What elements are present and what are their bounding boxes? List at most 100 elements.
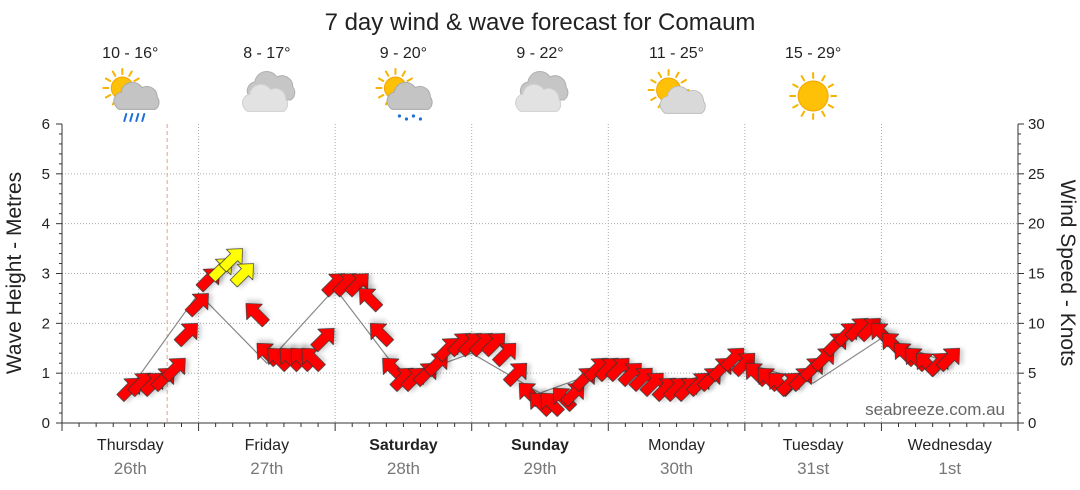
x-day-date-label: 27th [250,459,283,478]
rain-drop [411,114,416,118]
y-right-tick-label: 30 [1028,116,1045,133]
wind-arrow [245,303,270,328]
cloud-shape [659,85,706,114]
wind-arrow-shape [502,362,528,388]
sun-ray [680,79,687,84]
wind-arrow-shape [344,273,369,298]
y-right-tick-label: 20 [1028,216,1045,233]
wind-arrow [218,248,243,273]
cloud-path [242,83,289,112]
sun-ray [800,75,806,82]
temperature-range: 10 - 16° [102,45,158,62]
wind-arrow-shape [161,357,186,383]
wind-arrow-shape [173,323,198,348]
wind-arrow-shape [481,333,506,358]
sun-disc [797,80,829,112]
y-left-tick-label: 1 [42,365,50,382]
partly-cloudy-icon [647,69,706,114]
cloud-shape [242,83,289,112]
y-axis-left-label: Wave Height - Metres [3,172,26,374]
wind-arrow [492,342,517,368]
wind-arrow [173,323,198,348]
wind-arrow [540,392,565,417]
x-day-name-label: Tuesday [783,437,844,454]
rain-drop [141,113,146,122]
x-day-date-label: 31st [797,459,829,478]
wind-arrow [502,362,528,388]
x-day-name-label: Thursday [97,437,164,454]
wave-line [129,287,950,394]
sun-ray [650,79,657,84]
x-day-date-label: 30th [660,459,693,478]
wind-arrow-shape [184,293,209,318]
x-day-date-label: 28th [387,459,420,478]
rain-drop [123,113,128,122]
sun-ray [657,71,663,79]
sun-ray [128,70,133,77]
y-right-tick-label: 5 [1028,365,1036,382]
y-left-tick-label: 0 [42,415,50,432]
wind-arrow [369,323,395,348]
wind-arrow [184,293,209,318]
cloud-shape [386,81,433,110]
y-axis-right-label: Wind Speed - Knots [1056,180,1079,367]
rain-drop [135,113,140,122]
wind-arrow-shape [492,342,517,368]
wind-arrow [935,347,960,373]
sun-ray [827,83,835,88]
rain-drop [418,117,423,121]
plot-area [62,124,1018,423]
cloudy-icon [515,71,569,112]
sun-ray [827,104,835,109]
y-right-tick-label: 0 [1028,415,1036,432]
x-day-name-label: Friday [245,437,289,454]
cloud-shape [515,83,562,112]
sun-ray [384,70,390,77]
y-left-tick-label: 2 [42,315,50,332]
wave-series [129,287,950,394]
cloud-path [659,85,706,114]
sun-ray [800,110,806,117]
sun-ray [401,70,406,77]
sun-ray [792,83,799,88]
x-day-name-label: Monday [648,437,705,454]
rain-drop [129,113,134,122]
wind-arrow [310,328,335,353]
sun-ray [406,77,413,82]
wind-arrow-shape [359,288,384,313]
x-day-date-label: 26th [114,459,147,478]
wind-arrow-shape [218,248,243,273]
temperature-range: 8 - 17° [243,45,290,62]
wind-arrow [481,333,506,358]
temperature-range: 9 - 22° [516,45,563,62]
sun-ray [792,104,799,109]
x-day-name-label: Wednesday [908,437,992,454]
x-day-date-label: 1st [938,459,961,478]
y-left-tick-label: 4 [42,216,50,233]
sun-ray [377,77,385,82]
wind-arrow-shape [310,328,335,353]
wind-arrow-shape [245,303,270,328]
y-right-tick-label: 10 [1028,315,1045,332]
sunny-icon [789,72,838,120]
sun-ray [675,71,680,79]
watermark: seabreeze.com.au [865,400,1005,419]
x-day-date-label: 29th [523,459,556,478]
chart-title: 7 day wind & wave forecast for Comaum [325,9,756,36]
rain-drop [404,117,409,121]
cloud-shape [113,81,160,110]
cloudy-icon [242,71,296,112]
wind-arrow-shape [229,263,254,288]
sun-ray [650,96,657,101]
wind-arrow-shape [301,347,326,373]
y-left-tick-label: 5 [42,166,50,183]
temperature-range: 11 - 25° [649,45,704,62]
sun-ray [377,94,385,99]
axes: 0 1 2 3 4 5 6 0 5 10 15 20 25 30 Thursday 26th Friday 27t… [42,116,1045,478]
rain-cloud-sun-icon [102,68,160,122]
sun-ray [111,70,117,77]
weather-row: 10 - 16° 8 - 17° 9 - 20° 9 - 22° 11 - 25° 15 … [102,45,841,122]
cloud-path [113,81,160,110]
wind-arrow-shape [369,323,395,348]
wind-arrow [344,273,369,298]
